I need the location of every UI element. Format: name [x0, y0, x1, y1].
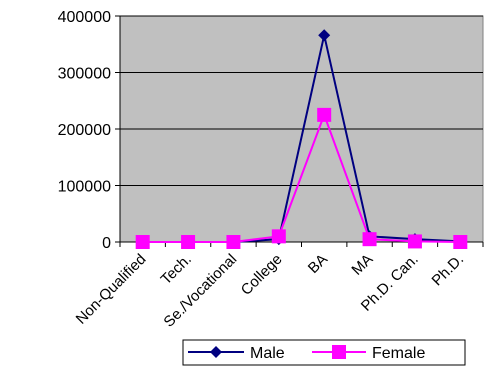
y-tick-label: 400000 [58, 9, 111, 26]
data-point-female [317, 107, 332, 122]
data-point-male [318, 29, 331, 42]
data-point-female [271, 229, 286, 244]
data-point-female [181, 235, 196, 249]
data-point-female [226, 235, 241, 249]
x-tick-label: MA [348, 251, 376, 279]
legend-label-male: Male [250, 345, 285, 362]
legend: Male Female [182, 339, 466, 366]
x-tick-label: Tech. [158, 251, 195, 288]
x-tick-label: College [238, 251, 286, 299]
x-tick-label: BA [305, 251, 331, 277]
y-tick-label: 0 [102, 235, 111, 252]
data-point-female [135, 235, 150, 249]
y-tick-label: 100000 [58, 179, 111, 196]
data-point-female [453, 235, 468, 249]
legend-marker-female [332, 345, 346, 359]
x-tick-label: Ph.D. [429, 251, 468, 290]
x-tick-label: Non-Qualified [73, 251, 150, 328]
data-point-female [362, 232, 377, 247]
y-tick-labels: 0 100000 200000 300000 400000 [58, 9, 111, 252]
y-tick-label: 200000 [58, 122, 111, 139]
y-tick-label: 300000 [58, 66, 111, 83]
gridlines [120, 15, 483, 186]
series-layer [135, 29, 468, 249]
legend-label-female: Female [372, 345, 425, 362]
data-point-female [407, 234, 422, 249]
series-line-female [142, 111, 461, 243]
legend-marker-male [210, 346, 222, 358]
